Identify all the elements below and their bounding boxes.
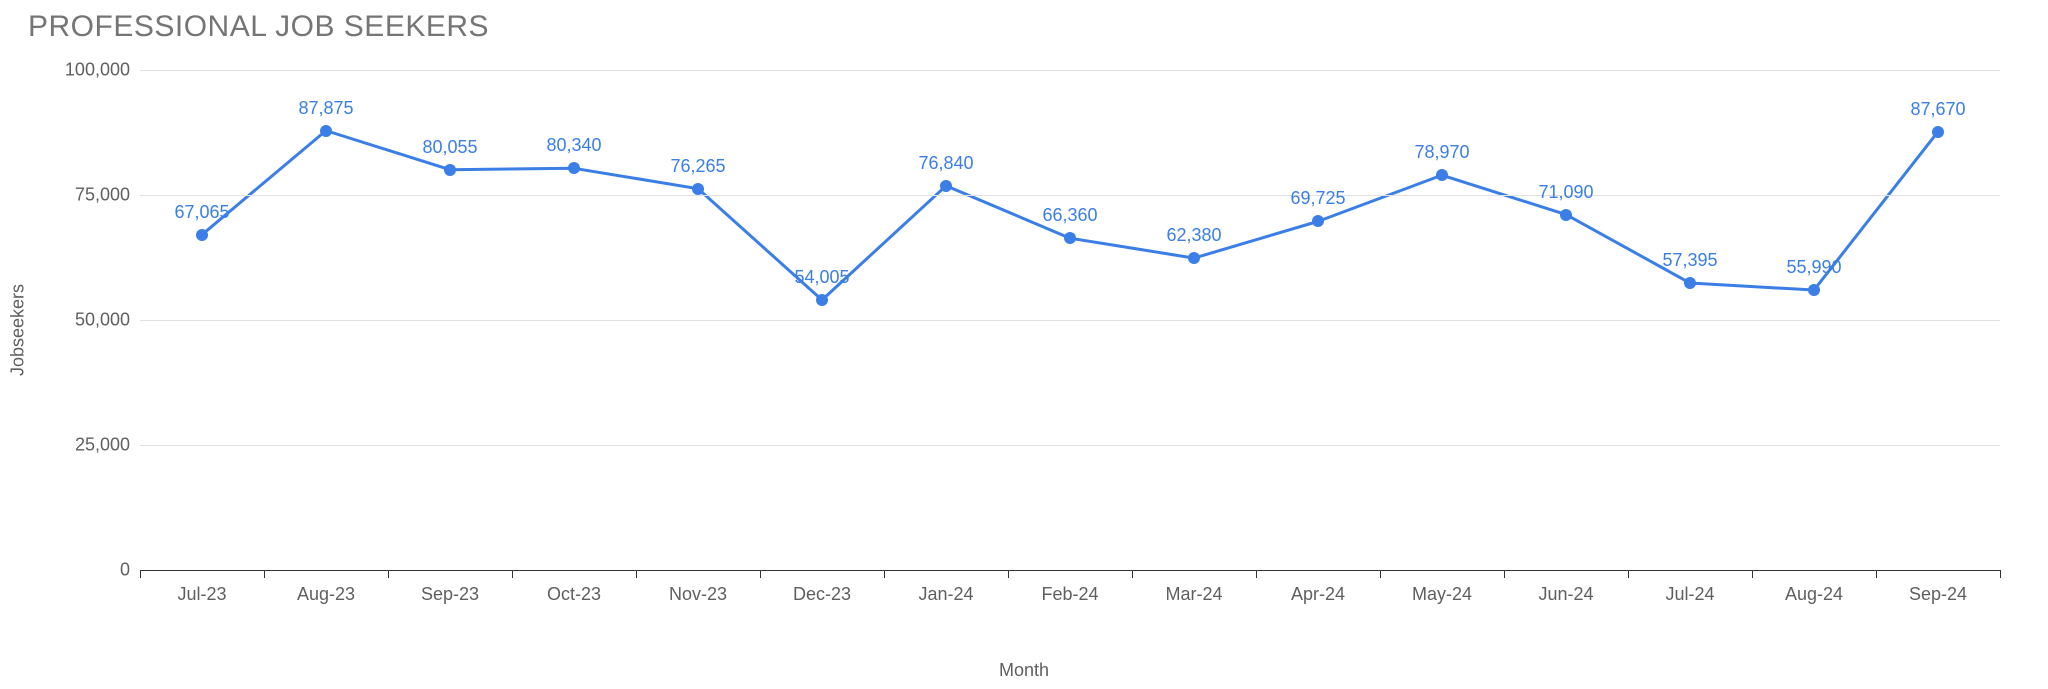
jobseekers-line-chart: PROFESSIONAL JOB SEEKERS Jobseekers Mont…: [0, 0, 2048, 689]
y-tick-label: 25,000: [75, 435, 130, 456]
data-label: 57,395: [1662, 250, 1717, 271]
y-axis-title: Jobseekers: [8, 284, 29, 376]
x-tick-label: Aug-23: [297, 584, 355, 605]
data-label: 87,875: [298, 98, 353, 119]
data-point: [1312, 215, 1324, 227]
data-point: [1188, 252, 1200, 264]
x-tick-mark: [1132, 570, 1133, 578]
x-tick-label: Jul-23: [177, 584, 226, 605]
data-label: 55,990: [1786, 257, 1841, 278]
data-label: 66,360: [1042, 205, 1097, 226]
x-tick-mark: [512, 570, 513, 578]
data-label: 76,265: [670, 156, 725, 177]
x-tick-mark: [1256, 570, 1257, 578]
x-tick-mark: [2000, 570, 2001, 578]
x-tick-label: Mar-24: [1165, 584, 1222, 605]
data-label: 54,005: [794, 267, 849, 288]
data-label: 69,725: [1290, 188, 1345, 209]
x-tick-label: Dec-23: [793, 584, 851, 605]
x-tick-label: Jun-24: [1538, 584, 1593, 605]
x-tick-label: Nov-23: [669, 584, 727, 605]
x-tick-mark: [264, 570, 265, 578]
data-point: [1560, 209, 1572, 221]
x-tick-label: Oct-23: [547, 584, 601, 605]
x-tick-label: May-24: [1412, 584, 1472, 605]
data-point: [816, 294, 828, 306]
x-tick-label: Feb-24: [1041, 584, 1098, 605]
data-point: [1808, 284, 1820, 296]
data-point: [1436, 169, 1448, 181]
x-tick-mark: [1876, 570, 1877, 578]
data-label: 87,670: [1910, 99, 1965, 120]
x-tick-label: Sep-24: [1909, 584, 1967, 605]
data-point: [444, 164, 456, 176]
x-tick-label: Apr-24: [1291, 584, 1345, 605]
y-gridline: [140, 320, 2000, 321]
x-tick-mark: [1008, 570, 1009, 578]
x-tick-mark: [1628, 570, 1629, 578]
data-point: [1064, 232, 1076, 244]
data-point: [1932, 126, 1944, 138]
data-label: 67,065: [174, 202, 229, 223]
data-label: 78,970: [1414, 142, 1469, 163]
chart-title: PROFESSIONAL JOB SEEKERS: [28, 10, 489, 44]
data-label: 80,055: [422, 137, 477, 158]
data-point: [940, 180, 952, 192]
x-tick-label: Sep-23: [421, 584, 479, 605]
data-label: 71,090: [1538, 182, 1593, 203]
plot-area: 025,00050,00075,000100,000Jul-23Aug-23Se…: [140, 70, 2000, 570]
data-label: 62,380: [1166, 225, 1221, 246]
x-tick-mark: [1504, 570, 1505, 578]
data-point: [692, 183, 704, 195]
y-gridline: [140, 195, 2000, 196]
x-tick-mark: [884, 570, 885, 578]
x-tick-mark: [636, 570, 637, 578]
x-tick-mark: [1752, 570, 1753, 578]
x-tick-label: Jan-24: [918, 584, 973, 605]
data-point: [320, 125, 332, 137]
x-tick-label: Jul-24: [1665, 584, 1714, 605]
x-tick-label: Aug-24: [1785, 584, 1843, 605]
data-label: 80,340: [546, 135, 601, 156]
data-point: [1684, 277, 1696, 289]
x-tick-mark: [1380, 570, 1381, 578]
x-axis-title: Month: [999, 660, 1049, 681]
x-axis-baseline: [140, 570, 2000, 571]
x-tick-mark: [388, 570, 389, 578]
x-tick-mark: [140, 570, 141, 578]
y-tick-label: 75,000: [75, 185, 130, 206]
x-tick-mark: [760, 570, 761, 578]
y-tick-label: 0: [120, 560, 130, 581]
data-point: [196, 229, 208, 241]
data-label: 76,840: [918, 153, 973, 174]
y-gridline: [140, 70, 2000, 71]
y-tick-label: 50,000: [75, 310, 130, 331]
y-tick-label: 100,000: [65, 60, 130, 81]
data-point: [568, 162, 580, 174]
y-gridline: [140, 445, 2000, 446]
